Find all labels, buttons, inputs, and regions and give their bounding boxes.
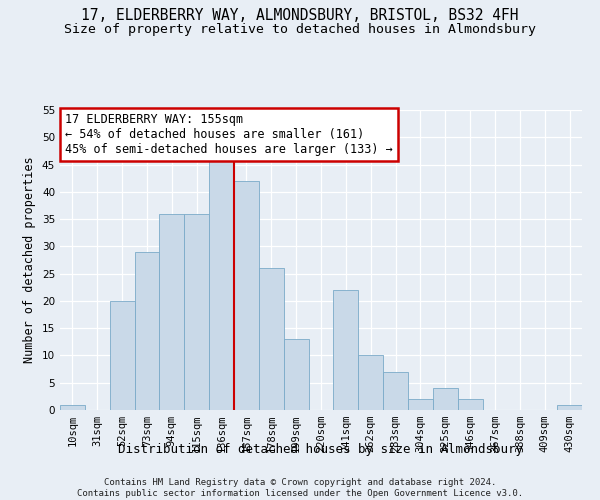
Bar — [557, 404, 582, 410]
Bar — [358, 356, 383, 410]
Y-axis label: Number of detached properties: Number of detached properties — [23, 156, 37, 364]
Bar — [259, 268, 284, 410]
Bar — [383, 372, 408, 410]
Bar — [134, 252, 160, 410]
Bar — [160, 214, 184, 410]
Text: Contains HM Land Registry data © Crown copyright and database right 2024.
Contai: Contains HM Land Registry data © Crown c… — [77, 478, 523, 498]
Bar — [458, 399, 482, 410]
Bar — [184, 214, 209, 410]
Bar — [110, 301, 134, 410]
Bar — [209, 159, 234, 410]
Text: 17 ELDERBERRY WAY: 155sqm
← 54% of detached houses are smaller (161)
45% of semi: 17 ELDERBERRY WAY: 155sqm ← 54% of detac… — [65, 113, 393, 156]
Bar — [234, 181, 259, 410]
Text: 17, ELDERBERRY WAY, ALMONDSBURY, BRISTOL, BS32 4FH: 17, ELDERBERRY WAY, ALMONDSBURY, BRISTOL… — [81, 8, 519, 22]
Bar — [284, 339, 308, 410]
Bar — [408, 399, 433, 410]
Bar — [60, 404, 85, 410]
Bar — [433, 388, 458, 410]
Text: Size of property relative to detached houses in Almondsbury: Size of property relative to detached ho… — [64, 22, 536, 36]
Text: Distribution of detached houses by size in Almondsbury: Distribution of detached houses by size … — [119, 442, 523, 456]
Bar — [334, 290, 358, 410]
